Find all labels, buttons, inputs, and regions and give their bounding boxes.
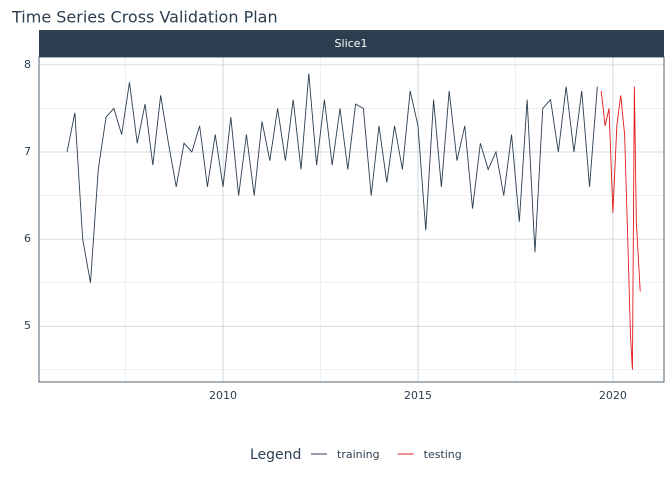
x-tick-label: 2010 — [209, 389, 237, 402]
chart-title: Time Series Cross Validation Plan — [11, 8, 278, 27]
y-tick-label: 6 — [24, 232, 31, 245]
panel-border — [38, 56, 665, 383]
y-tick-label: 5 — [24, 319, 31, 332]
legend-label: testing — [424, 448, 462, 461]
x-tick-label: 2015 — [404, 389, 432, 402]
legend-label: training — [337, 448, 380, 461]
y-tick-label: 8 — [24, 58, 31, 71]
facet-strip — [39, 30, 664, 57]
series-line — [600, 86, 641, 370]
facet-label: Slice1 — [335, 37, 368, 50]
series-line — [66, 73, 598, 283]
y-tick-label: 7 — [24, 145, 31, 158]
x-tick-label: 2020 — [599, 389, 627, 402]
legend-title: Legend — [250, 447, 301, 463]
